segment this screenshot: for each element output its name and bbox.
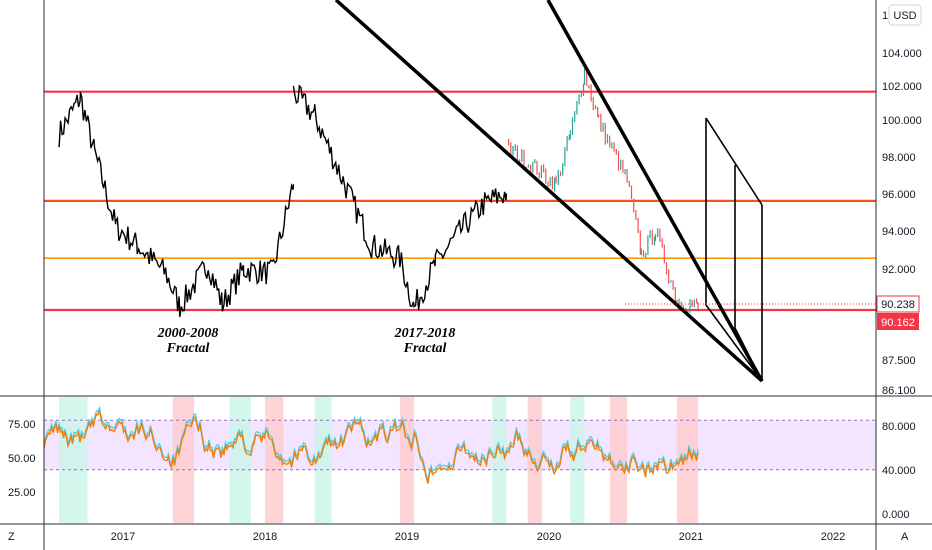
price-tick-label: 94.000 <box>882 226 916 238</box>
price-tick-label: 104.000 <box>882 48 922 60</box>
rsi-highlights <box>59 397 699 523</box>
time-tick-label: 2019 <box>395 531 419 543</box>
rsi-highlight-strip <box>610 397 628 523</box>
time-tick-label: 2018 <box>253 531 277 543</box>
annotation-fractal-2: 2017-2018 Fractal <box>394 326 456 356</box>
currency-button[interactable]: USD <box>888 4 922 26</box>
trendlines[interactable] <box>334 0 764 383</box>
time-tick-label: 2020 <box>537 531 561 543</box>
time-axis[interactable]: 2017 2018 2019 2020 2021 2022 <box>111 531 845 543</box>
price-tick-label: 96.000 <box>882 189 916 201</box>
rsi-tick-label-left: 25.00 <box>8 487 36 499</box>
projection-triangle-a[interactable] <box>705 118 763 382</box>
rsi-highlight-strip <box>492 397 507 523</box>
rsi-highlight-strip <box>676 397 699 523</box>
rsi-tick-label-left: 75.00 <box>8 419 36 431</box>
price-tick-label: 87.500 <box>882 355 916 367</box>
price-tick-label: 100.000 <box>882 115 922 127</box>
fractal-2000-2008-line[interactable] <box>58 91 295 318</box>
projection-triangle-b[interactable] <box>734 165 763 382</box>
price-tick-label: 98.000 <box>882 152 916 164</box>
rsi-highlight-strip <box>265 397 284 523</box>
falling-wedge-lower-line[interactable] <box>334 0 764 383</box>
annotation-line1: 2017-2018 <box>394 326 456 341</box>
price-badge-filled: 90.162 <box>877 313 919 330</box>
time-tick-label: 2021 <box>679 531 703 543</box>
rsi-tick-label-left: 50.00 <box>8 453 36 465</box>
rsi-band <box>44 420 876 470</box>
price-badge-outline-label: 90.238 <box>881 299 915 311</box>
rsi-series-blue[interactable] <box>43 405 699 481</box>
time-tick-label: 2017 <box>111 531 135 543</box>
projection-diagonal-a[interactable] <box>705 117 763 206</box>
rsi-highlight-strip <box>229 397 251 523</box>
rsi-series-orange[interactable] <box>43 408 699 484</box>
price-tick-label: 86.100 <box>882 385 916 397</box>
annotation-line2: Fractal <box>166 341 210 356</box>
grid <box>44 419 876 471</box>
rsi-axis-left: 75.00 50.00 25.00 <box>8 419 36 499</box>
rsi-tick-label-right: 40.000 <box>882 465 916 477</box>
rsi-axis-right[interactable]: 80.000 40.000 0.000 <box>882 421 916 521</box>
price-badge-filled-label: 90.162 <box>881 317 915 329</box>
annotation-fractal-1: 2000-2008 Fractal <box>157 326 219 356</box>
rsi-highlight-strip <box>399 397 415 523</box>
annotation-line1: 2000-2008 <box>157 326 219 341</box>
falling-wedge-upper-line[interactable] <box>546 0 764 382</box>
time-tick-label: 2022 <box>821 531 845 543</box>
price-badge-outline: 90.238 <box>876 295 920 313</box>
fractal-2017-2018-line[interactable] <box>292 84 508 310</box>
rsi-tick-label-right: 80.000 <box>882 421 916 433</box>
auto-scale-button[interactable]: A <box>901 531 909 543</box>
rsi-highlight-strip <box>172 397 194 523</box>
rsi-highlight-strip <box>314 397 332 523</box>
price-tick-label: 92.000 <box>882 264 916 276</box>
rsi-highlight-strip <box>570 397 585 523</box>
annotation-line2: Fractal <box>403 341 447 356</box>
timezone-button[interactable]: Z <box>8 531 15 543</box>
rsi-highlight-strip <box>59 397 88 523</box>
price-tick-label: 102.000 <box>882 81 922 93</box>
rsi-tick-label-right: 0.000 <box>882 509 910 521</box>
currency-label: USD <box>893 10 916 22</box>
